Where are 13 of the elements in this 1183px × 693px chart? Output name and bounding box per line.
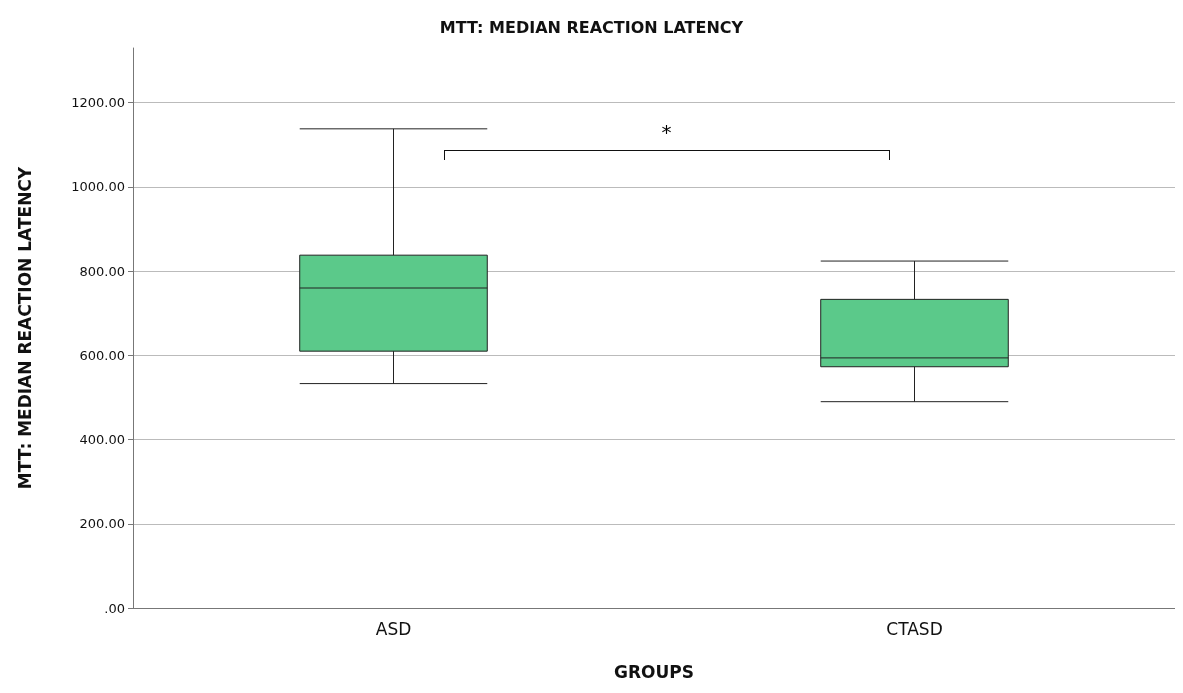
x-tick-label: CTASD (886, 618, 943, 639)
y-tick-label: 600.00 (79, 347, 125, 363)
x-tick-label: ASD (375, 618, 412, 639)
y-tick-label: 1000.00 (71, 179, 125, 195)
y-axis-title: MTT: MEDIAN REACTION LATENCY (14, 166, 35, 490)
y-tick-label: 800.00 (79, 263, 125, 279)
chart-title: MTT: MEDIAN REACTION LATENCY (439, 17, 744, 37)
y-tick-label: 200.00 (79, 516, 125, 532)
y-tick-label: .00 (104, 600, 125, 616)
annotation: * (660, 119, 673, 144)
y-tick-label: 400.00 (79, 432, 125, 448)
x-axis-title: GROUPS (613, 661, 695, 682)
y-tick-label: 1200.00 (71, 95, 125, 111)
